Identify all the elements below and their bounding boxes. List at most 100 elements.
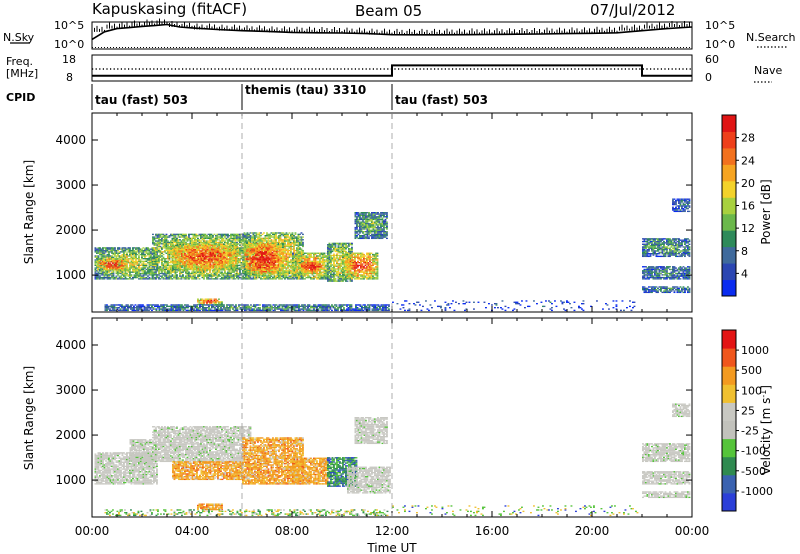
- power-cell: [111, 248, 113, 250]
- power-cell: [282, 267, 285, 269]
- power-cell: [256, 246, 259, 249]
- power-cell: [244, 249, 247, 251]
- power-cell: [216, 239, 219, 241]
- power-cell: [219, 251, 222, 253]
- power-cell: [221, 271, 223, 273]
- power-cell: [194, 268, 196, 271]
- power-cell: [236, 253, 239, 255]
- power-cell: [133, 251, 136, 253]
- power-cell: [272, 241, 274, 244]
- power-cell: [100, 271, 103, 273]
- power-cell: [193, 262, 195, 264]
- power-cell: [104, 258, 107, 260]
- power-cell: [185, 263, 188, 266]
- power-cell: [194, 275, 196, 277]
- power-cell: [197, 274, 199, 276]
- power-cell: [258, 232, 261, 234]
- power-cell: [112, 253, 115, 256]
- power-cell: [112, 264, 115, 267]
- power-cell: [141, 268, 143, 271]
- power-cell: [155, 264, 157, 267]
- power-cell: [152, 263, 154, 265]
- power-cell: [180, 240, 183, 242]
- power-cell: [165, 271, 168, 273]
- power-cell: [164, 251, 166, 253]
- power-cell: [217, 267, 219, 270]
- power-cell: [107, 265, 110, 267]
- power-cell: [285, 276, 288, 279]
- power-cell: [186, 271, 189, 273]
- power-cell: [103, 276, 106, 279]
- power-cell: [243, 260, 246, 263]
- power-cell: [231, 278, 234, 280]
- power-cell: [255, 273, 257, 276]
- power-cell: [198, 272, 201, 275]
- power-cell: [158, 267, 160, 269]
- power-cell: [102, 255, 104, 257]
- power-cell: [233, 257, 236, 259]
- power-cell: [121, 262, 123, 264]
- power-cell: [145, 247, 148, 249]
- power-cell: [164, 268, 166, 271]
- power-cell: [249, 270, 252, 272]
- power-cell: [299, 244, 301, 246]
- power-cell: [236, 267, 239, 270]
- power-cell: [234, 241, 237, 244]
- power-cell: [145, 263, 148, 265]
- power-cell: [141, 272, 143, 275]
- power-cell: [117, 247, 119, 249]
- power-cell: [170, 243, 172, 245]
- power-cell: [230, 248, 232, 250]
- frequency-left-label: Freq.: [6, 55, 33, 68]
- power-cell: [207, 256, 210, 258]
- power-cell: [219, 278, 222, 280]
- power-cell: [185, 249, 187, 252]
- power-cell: [203, 267, 206, 270]
- power-cell: [188, 258, 191, 260]
- power-cell: [293, 243, 295, 245]
- power-cell: [112, 275, 115, 277]
- power-cell: [252, 257, 254, 259]
- power-cell: [115, 268, 118, 271]
- power-cell: [96, 264, 98, 267]
- power-cell: [269, 276, 271, 279]
- power-cell: [297, 239, 300, 241]
- power-cell: [287, 262, 289, 264]
- power-cell: [261, 252, 263, 254]
- power-cell: [240, 239, 243, 241]
- nave-label: Nave: [754, 64, 782, 77]
- power-cell: [296, 262, 298, 264]
- power-cell: [253, 242, 256, 245]
- power-cell: [294, 259, 297, 261]
- power-cell: [165, 263, 168, 265]
- power-cell: [106, 258, 108, 260]
- power-cell: [188, 278, 190, 280]
- power-cell: [133, 274, 136, 276]
- power-cell: [152, 264, 154, 267]
- power-cell: [112, 278, 115, 280]
- power-cell: [217, 265, 219, 267]
- power-cell: [170, 244, 172, 246]
- power-cell: [256, 267, 259, 269]
- power-cell: [176, 251, 179, 254]
- power-cell: [177, 239, 180, 241]
- power-cell: [242, 251, 244, 253]
- power-cell: [206, 255, 209, 258]
- power-cell: [202, 254, 204, 256]
- power-cell: [223, 246, 225, 248]
- power-cell: [106, 275, 109, 277]
- power-cell: [182, 263, 185, 266]
- power-cell: [129, 267, 131, 269]
- power-cell: [285, 260, 288, 263]
- power-cell: [218, 266, 220, 268]
- power-cell: [293, 241, 295, 244]
- power-cell: [246, 253, 248, 255]
- power-cell: [105, 255, 107, 257]
- power-cell: [121, 269, 123, 271]
- power-cell: [221, 259, 223, 261]
- power-cell: [282, 239, 285, 241]
- power-cell: [258, 248, 260, 250]
- power-cell: [242, 243, 244, 245]
- power-cell: [197, 254, 200, 256]
- power-cell: [211, 258, 213, 260]
